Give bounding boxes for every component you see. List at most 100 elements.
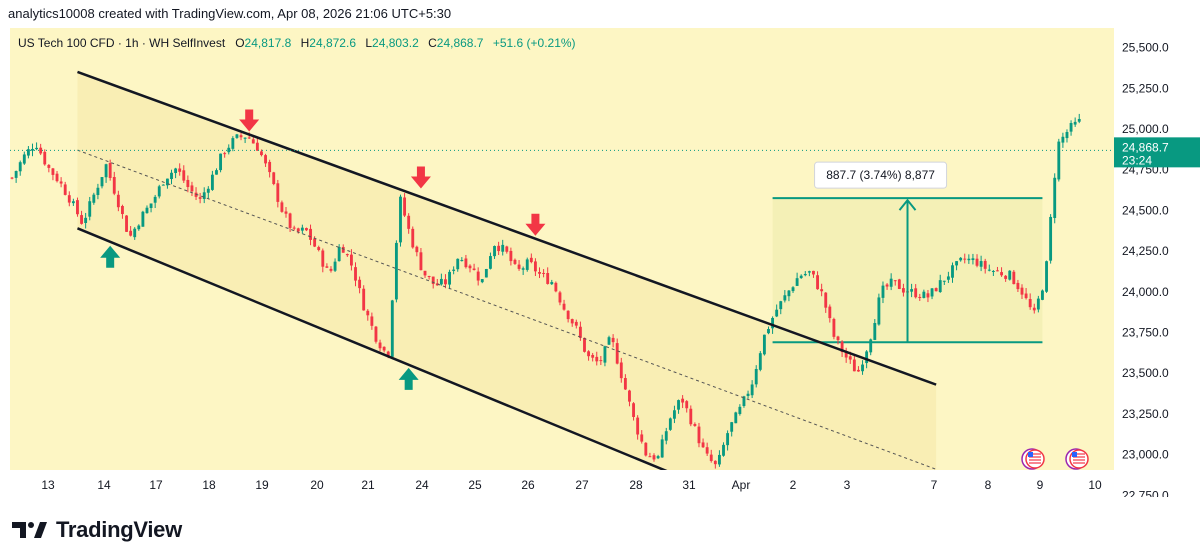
candle-body — [186, 179, 190, 188]
candle-body — [333, 261, 337, 271]
candle-body — [219, 153, 223, 171]
candle-body — [1008, 270, 1012, 280]
x-tick-label: 31 — [682, 478, 696, 492]
x-tick-label: 28 — [629, 478, 643, 492]
candle-body — [194, 192, 198, 197]
change-value: +51.6 (+0.21%) — [492, 36, 576, 50]
candle-body — [468, 265, 472, 269]
candle-body — [628, 390, 631, 402]
tradingview-logo-text: TradingView — [56, 517, 182, 542]
candle-body — [489, 256, 492, 269]
candle-body — [309, 228, 312, 240]
candle-body — [942, 280, 946, 282]
candle-body — [816, 275, 819, 290]
candle-body — [452, 269, 456, 271]
candle-body — [182, 170, 186, 181]
y-tick-label: 23,750.0 — [1122, 326, 1169, 340]
candle-body — [153, 196, 157, 203]
y-tick-label: 22,750.0 — [1122, 488, 1169, 497]
candle-body — [926, 293, 930, 298]
candle-body — [231, 138, 235, 149]
candle-body — [603, 346, 607, 363]
candle-body — [791, 287, 795, 292]
buy-arrow-marker — [100, 245, 121, 268]
candle-body — [877, 297, 881, 325]
candle-body — [484, 268, 488, 278]
price-axis[interactable] — [1114, 28, 1200, 497]
candle-body — [444, 279, 447, 285]
candle-body — [305, 228, 308, 231]
candle-body — [317, 247, 321, 251]
candle-body — [857, 369, 860, 372]
candle-body — [210, 174, 214, 190]
candle-body — [300, 227, 304, 231]
candle-body — [812, 270, 815, 275]
close-value: 24,868.7 — [436, 36, 484, 50]
candle-body — [693, 424, 697, 426]
candle-body — [783, 295, 787, 301]
x-tick-label: 19 — [255, 478, 269, 492]
candle-body — [619, 362, 623, 379]
x-tick-label: 7 — [931, 478, 938, 492]
candle-body — [206, 188, 210, 193]
price-tag-box — [1114, 137, 1200, 168]
candle-body — [1004, 275, 1008, 279]
candle-body — [202, 192, 206, 199]
candle-body — [681, 398, 685, 403]
x-tick-label: 2 — [790, 478, 797, 492]
candle-body — [918, 296, 922, 298]
candle-body — [329, 268, 333, 271]
candle-body — [799, 275, 803, 279]
candle-body — [280, 202, 284, 212]
candle-body — [190, 185, 194, 192]
candle-body — [288, 213, 292, 228]
candle-body — [689, 408, 693, 425]
candle-body — [255, 142, 259, 151]
candle-body — [795, 278, 799, 286]
candle-body — [578, 326, 582, 338]
candle-body — [1045, 261, 1048, 292]
candle-body — [709, 454, 713, 461]
candle-body — [501, 244, 505, 252]
channel-mid-line — [77, 149, 937, 470]
price-chart[interactable]: 887.7 (3.74%) 8,877 13 14 17 18 19 20 21 24 25 26 2… — [10, 28, 1114, 497]
candle-body — [869, 339, 873, 353]
candle-body — [125, 215, 128, 232]
high-value: 24,872.6 — [309, 36, 356, 50]
candle-body — [979, 261, 983, 267]
candle-body — [951, 265, 954, 278]
candle-body — [566, 310, 570, 320]
candle-body — [521, 268, 525, 270]
candle-body — [832, 318, 836, 337]
candle-body — [615, 343, 619, 364]
candle-body — [852, 359, 856, 372]
candle-body — [889, 278, 893, 287]
candle-body — [611, 337, 615, 343]
x-tick-label: 8 — [985, 478, 992, 492]
candle-body — [1077, 118, 1081, 122]
candle-body — [987, 269, 991, 271]
candle-body — [431, 276, 435, 285]
candle-body — [399, 196, 402, 243]
candle-body — [746, 393, 750, 396]
x-tick-label: 20 — [310, 478, 324, 492]
candle-body — [96, 187, 100, 196]
low-value: 24,803.2 — [372, 36, 419, 50]
candle-body — [366, 310, 370, 316]
candle-body — [100, 177, 104, 187]
candle-body — [734, 412, 738, 424]
x-tick-label: Apr — [732, 478, 751, 492]
candle-body — [673, 410, 676, 419]
candle-body — [648, 456, 652, 458]
candle-body — [374, 326, 378, 342]
y-tick-label: 23,250.0 — [1122, 407, 1169, 421]
candle-body — [971, 258, 975, 261]
x-tick-label: 24 — [415, 478, 429, 492]
candle-body — [43, 151, 47, 165]
open-label: O — [235, 36, 245, 50]
candle-body — [762, 334, 766, 355]
candle-body — [930, 288, 934, 297]
x-tick-label: 18 — [202, 478, 216, 492]
candle-body — [542, 272, 546, 274]
candle-body — [239, 135, 243, 138]
